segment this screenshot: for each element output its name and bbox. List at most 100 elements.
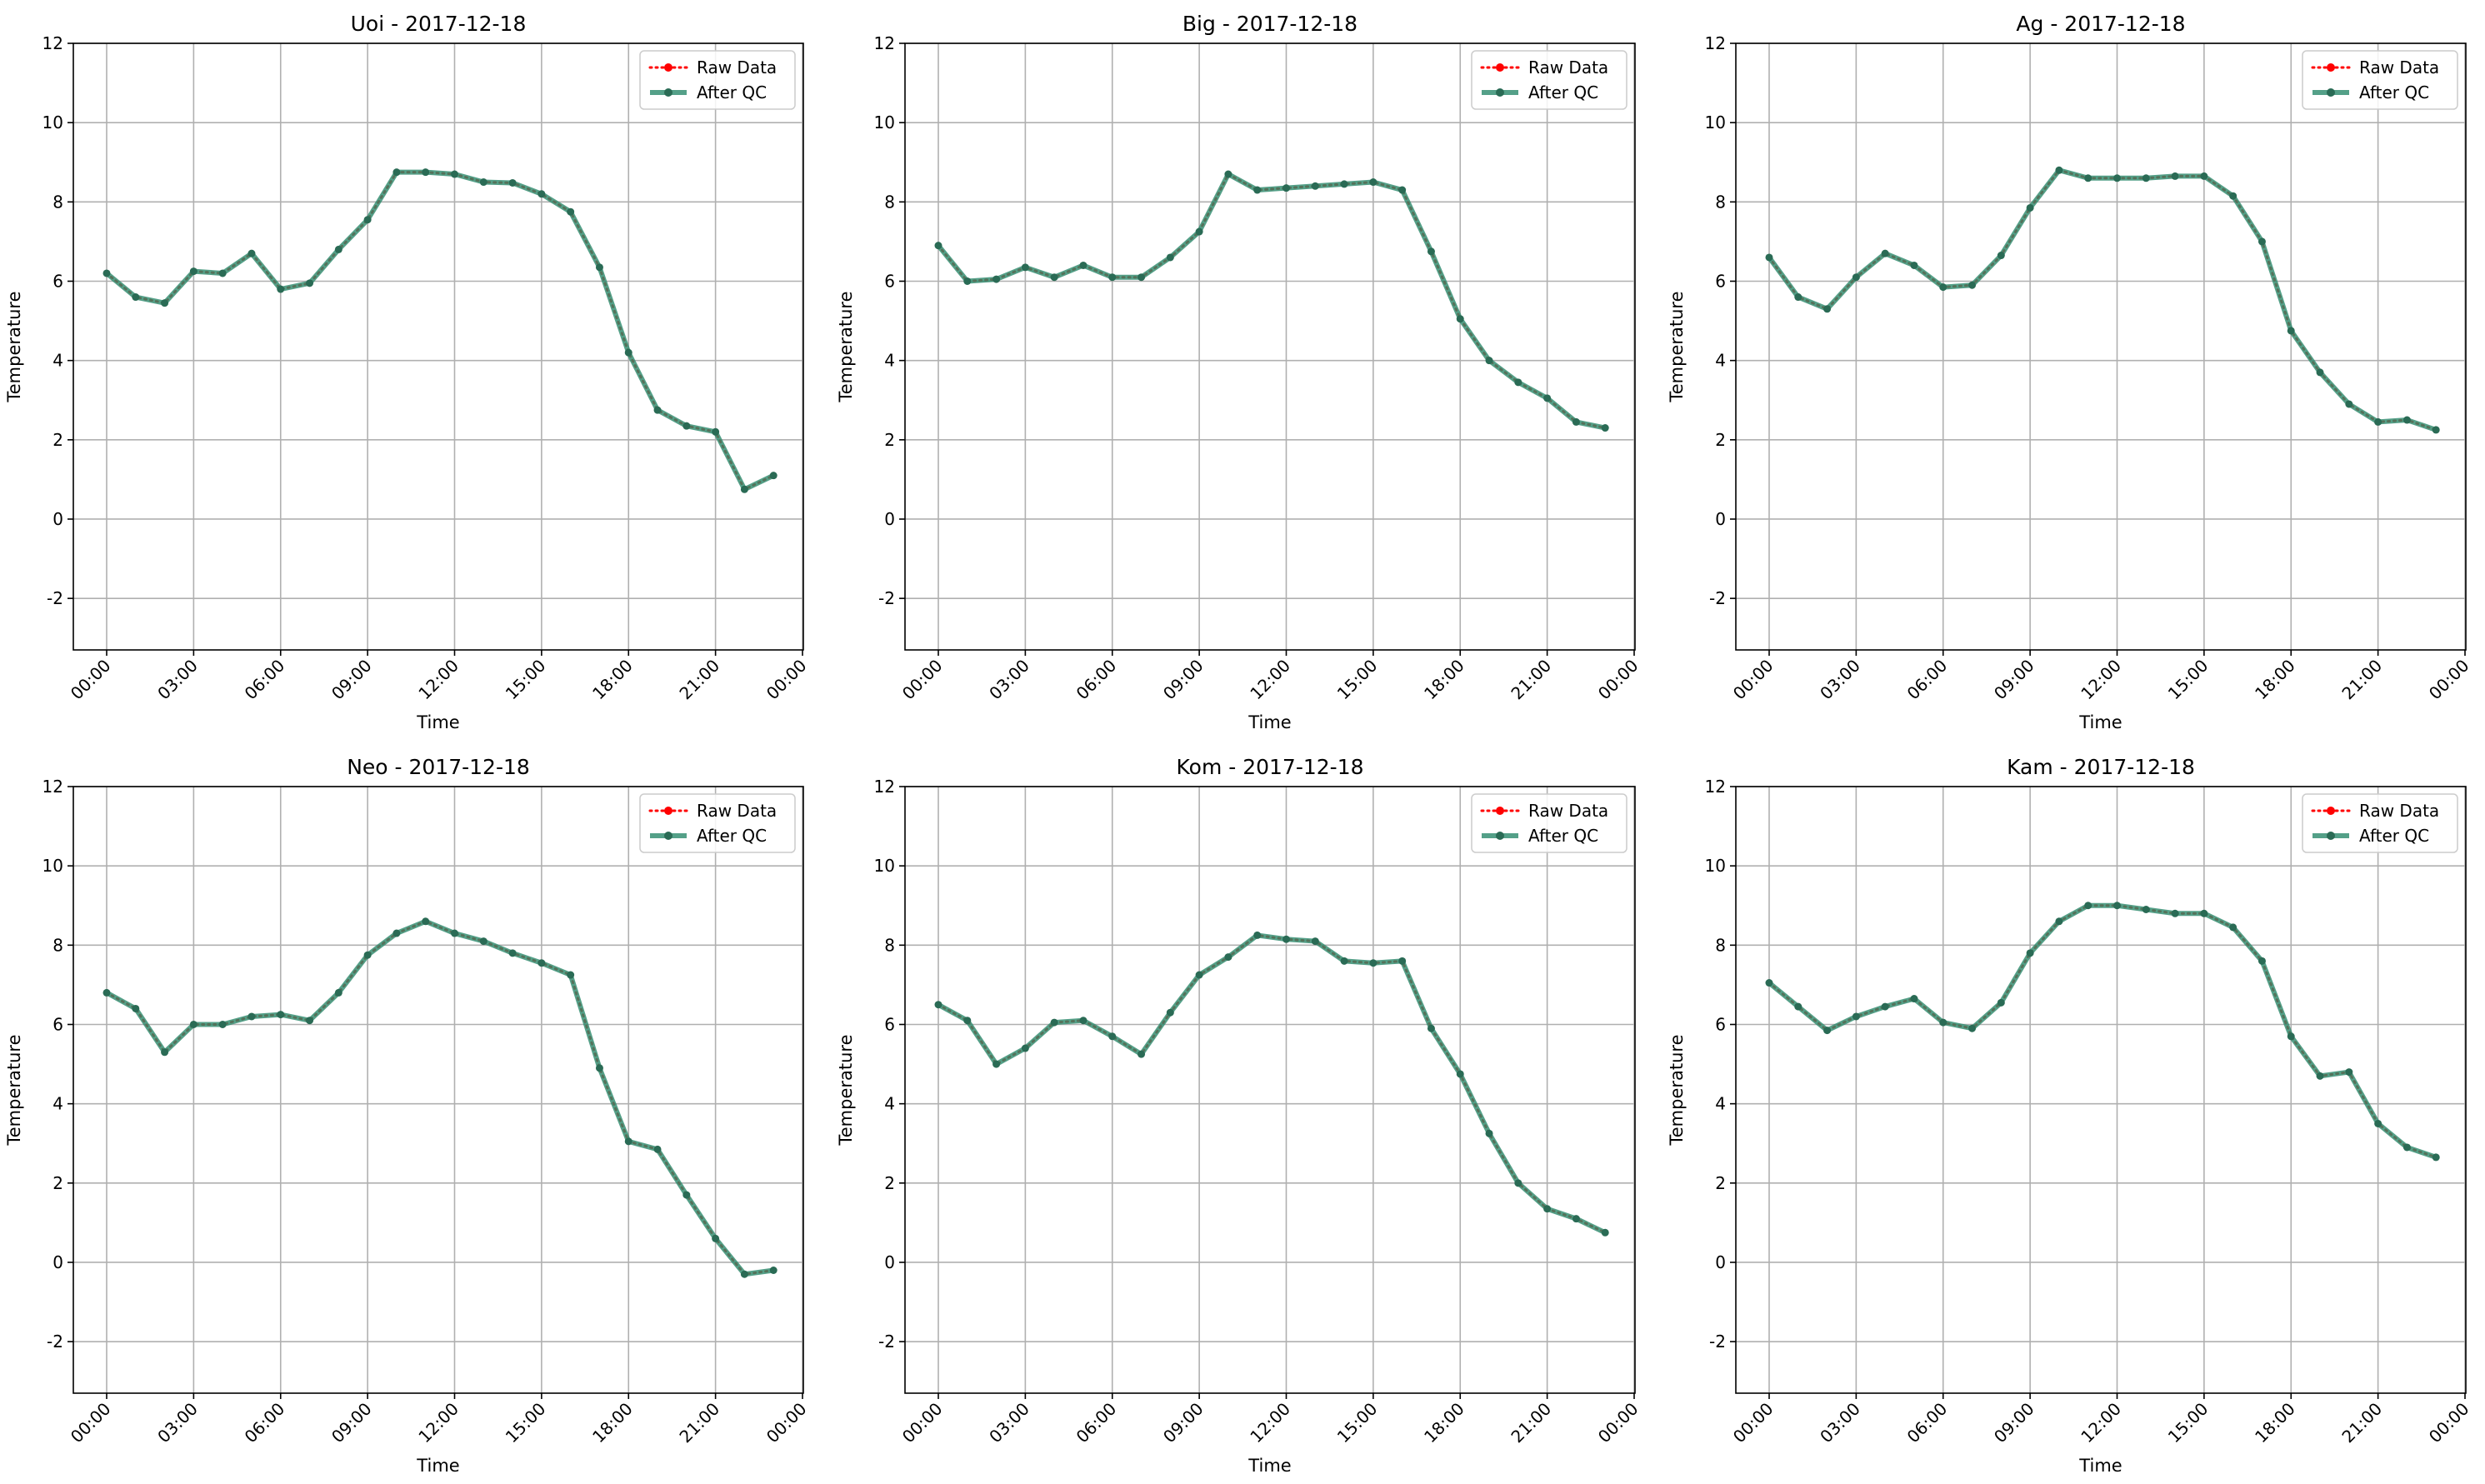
y-tick-label: 10 bbox=[1705, 856, 1726, 876]
after-qc-point bbox=[1369, 959, 1378, 967]
legend-raw-marker bbox=[2327, 63, 2335, 72]
after-qc-point bbox=[1997, 252, 2005, 260]
after-qc-point bbox=[1765, 979, 1773, 987]
after-qc-point bbox=[1282, 935, 1290, 943]
legend: Raw Data After QC bbox=[1471, 50, 1628, 110]
after-qc-point bbox=[1543, 1205, 1552, 1213]
x-tick-label: 18:00 bbox=[1420, 1399, 1468, 1447]
legend-qc-marker bbox=[2327, 88, 2335, 97]
x-tick-label: 18:00 bbox=[2251, 656, 2299, 704]
after-qc-point bbox=[1021, 263, 1029, 272]
subplot: -2 0 2 4 6 8 10 12 00:00 03:00 06:00 09:00 12:00 15:0… bbox=[836, 755, 1642, 1476]
x-tick-label: 06:00 bbox=[1072, 656, 1121, 704]
chart-title: Uoi - 2017-12-18 bbox=[351, 12, 527, 36]
y-axis-label: Temperature bbox=[4, 291, 24, 402]
after-qc-point bbox=[2374, 417, 2382, 426]
legend-raw-marker bbox=[664, 807, 672, 815]
after-qc-point bbox=[2171, 909, 2179, 917]
y-axis-label: Temperature bbox=[4, 1034, 24, 1146]
y-tick-label: 6 bbox=[52, 271, 63, 291]
after-qc-point bbox=[2432, 1153, 2440, 1162]
after-qc-point bbox=[1852, 273, 1860, 282]
after-qc-line bbox=[1768, 902, 2438, 1160]
x-tick-label: 09:00 bbox=[1990, 1399, 2038, 1447]
legend-raw-label: Raw Data bbox=[1528, 801, 1608, 821]
after-qc-point bbox=[1021, 1044, 1029, 1052]
y-tick-label: 8 bbox=[1715, 192, 1726, 212]
after-qc-point bbox=[2055, 917, 2063, 926]
chart-title: Big - 2017-12-18 bbox=[1182, 12, 1358, 36]
after-qc-point bbox=[1311, 937, 1319, 946]
x-tick-label: 18:00 bbox=[588, 1399, 637, 1447]
after-qc-point bbox=[2142, 906, 2150, 914]
x-tick-label: 00:00 bbox=[2425, 1399, 2473, 1447]
after-qc-point bbox=[2084, 174, 2092, 182]
after-qc-point bbox=[363, 216, 372, 224]
legend-raw-marker bbox=[1496, 63, 1504, 72]
y-tick-label: 8 bbox=[52, 192, 63, 212]
after-qc-point bbox=[218, 1020, 227, 1028]
after-qc-point bbox=[1253, 186, 1262, 194]
after-qc-point bbox=[1108, 273, 1117, 282]
after-qc-point bbox=[2258, 957, 2266, 965]
x-tick-label: 06:00 bbox=[1903, 656, 1952, 704]
after-qc-point bbox=[306, 1017, 314, 1025]
after-qc-point bbox=[2055, 166, 2063, 174]
after-qc-point bbox=[538, 190, 546, 198]
after-qc-point bbox=[712, 1234, 720, 1242]
after-qc-point bbox=[508, 178, 517, 187]
after-qc-point bbox=[422, 168, 430, 177]
after-qc-point bbox=[1138, 1050, 1146, 1058]
y-tick-label: 12 bbox=[874, 33, 895, 53]
subplot: -2 0 2 4 6 8 10 12 00:00 03:00 06:00 09:00 12:00 15:0… bbox=[836, 12, 1642, 732]
after-qc-point bbox=[1456, 315, 1464, 323]
after-qc-point bbox=[306, 279, 314, 287]
y-tick-label: -2 bbox=[47, 1332, 63, 1352]
legend-qc-marker bbox=[1496, 88, 1504, 97]
x-tick-label: 21:00 bbox=[2338, 656, 2386, 704]
after-qc-point bbox=[567, 207, 575, 216]
after-qc-point bbox=[1823, 305, 1832, 313]
legend-raw-marker bbox=[664, 63, 672, 72]
raw-data-line bbox=[105, 920, 775, 1276]
y-tick-label: 10 bbox=[874, 112, 895, 132]
after-qc-point bbox=[1514, 1179, 1522, 1187]
after-qc-point bbox=[538, 959, 546, 967]
x-tick-label: 00:00 bbox=[898, 656, 947, 704]
subplot: -2 0 2 4 6 8 10 12 00:00 03:00 06:00 09:00 12:00 15:0… bbox=[4, 12, 811, 732]
y-tick-label: 10 bbox=[42, 856, 63, 876]
y-tick-label: 0 bbox=[1715, 1252, 1726, 1272]
after-qc-point bbox=[189, 1020, 198, 1028]
after-qc-point bbox=[2345, 1068, 2353, 1077]
legend-raw-label: Raw Data bbox=[697, 801, 777, 821]
y-tick-label: 6 bbox=[884, 271, 895, 291]
after-qc-point bbox=[2258, 237, 2266, 246]
after-qc-point bbox=[1195, 227, 1203, 236]
y-axis-label: Temperature bbox=[1667, 1034, 1687, 1146]
y-tick-label: 4 bbox=[52, 1094, 63, 1114]
after-qc-point bbox=[1050, 1018, 1058, 1027]
after-qc-point bbox=[248, 1012, 256, 1021]
after-qc-point bbox=[682, 422, 691, 430]
x-axis-label: Time bbox=[1248, 1456, 1291, 1476]
after-qc-point bbox=[1765, 253, 1773, 262]
after-qc-point bbox=[1968, 281, 1977, 289]
y-tick-label: 6 bbox=[884, 1014, 895, 1034]
plot-frame bbox=[1735, 786, 2467, 1394]
after-qc-point bbox=[1079, 261, 1088, 269]
after-qc-point bbox=[363, 951, 372, 959]
after-qc-point bbox=[2287, 327, 2295, 335]
after-qc-point bbox=[1601, 1228, 1609, 1237]
x-tick-label: 12:00 bbox=[1246, 656, 1294, 704]
x-axis-label: Time bbox=[416, 712, 459, 732]
after-qc-point bbox=[189, 267, 198, 276]
after-qc-point bbox=[1910, 261, 1918, 269]
x-tick-label: 00:00 bbox=[67, 1399, 115, 1447]
y-tick-label: -2 bbox=[878, 588, 895, 608]
after-qc-point bbox=[740, 1270, 748, 1278]
after-qc-point bbox=[1939, 1018, 1948, 1027]
x-tick-label: 03:00 bbox=[1816, 1399, 1864, 1447]
legend-qc-marker bbox=[664, 88, 672, 97]
after-qc-point bbox=[934, 242, 942, 250]
after-qc-point bbox=[277, 1011, 285, 1019]
